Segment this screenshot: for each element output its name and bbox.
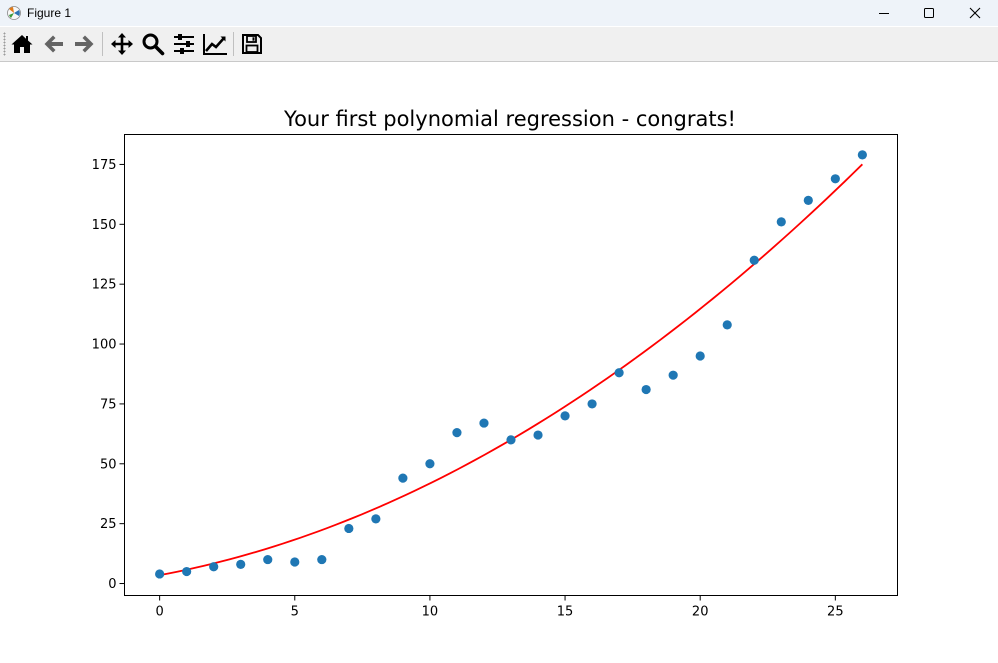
y-tick-label: 50 — [100, 457, 117, 472]
y-tick-label: 150 — [92, 218, 117, 233]
navigation-toolbar — [0, 27, 998, 62]
data-point — [830, 174, 840, 184]
zoom-button[interactable] — [139, 30, 167, 58]
data-point — [155, 569, 165, 579]
forward-button[interactable] — [70, 30, 98, 58]
data-point — [263, 554, 273, 565]
y-tick-label: 100 — [92, 338, 117, 353]
y-tick-label: 125 — [92, 278, 117, 293]
axes-content: 0 5 10 15 20 25 0 25 50 75 100 125 150 175 — [92, 150, 867, 620]
toolbar-grip[interactable] — [3, 32, 6, 56]
plot-figure: Your first polynomial regression - congr… — [92, 107, 898, 620]
data-point — [425, 459, 435, 469]
data-point — [236, 559, 246, 569]
data-point — [776, 217, 786, 227]
configure-subplots-button[interactable] — [170, 30, 198, 58]
edit-axes-button[interactable] — [201, 30, 229, 58]
data-point — [722, 320, 732, 330]
toolbar-separator — [233, 32, 234, 56]
save-button[interactable] — [238, 30, 266, 58]
back-button[interactable] — [40, 30, 68, 58]
minimize-button[interactable] — [861, 0, 907, 26]
regression-curve — [159, 163, 863, 577]
line-chart-icon — [203, 34, 227, 55]
x-tick-label: 0 — [155, 605, 163, 620]
x-tick-label: 5 — [291, 605, 299, 620]
home-icon — [11, 35, 33, 53]
matplotlib-icon — [7, 6, 21, 20]
data-point — [506, 435, 516, 445]
data-point — [290, 557, 300, 567]
arrow-right-icon — [75, 35, 94, 53]
data-point — [587, 399, 597, 409]
data-point — [668, 370, 678, 380]
figure-canvas[interactable]: Your first polynomial regression - congr… — [0, 62, 998, 659]
data-point — [344, 523, 354, 534]
x-tick-label: 20 — [692, 605, 709, 620]
magnifier-icon — [142, 33, 165, 56]
data-point — [803, 195, 813, 205]
y-tick-label: 75 — [100, 397, 117, 412]
x-tick-label: 15 — [557, 605, 574, 620]
data-point — [479, 418, 489, 428]
data-point — [182, 566, 192, 577]
move-icon — [111, 33, 133, 55]
x-tick-label: 10 — [422, 605, 439, 620]
close-button[interactable] — [952, 0, 998, 26]
chart-title: Your first polynomial regression - congr… — [283, 107, 736, 131]
data-point — [209, 562, 219, 572]
data-point — [560, 411, 570, 421]
arrow-left-icon — [44, 35, 63, 53]
close-icon — [969, 7, 981, 19]
maximize-icon — [924, 8, 934, 18]
data-point — [452, 428, 462, 438]
sliders-icon — [174, 34, 194, 54]
data-point — [398, 473, 408, 483]
data-point — [614, 368, 624, 378]
data-point — [533, 430, 543, 440]
pan-button[interactable] — [108, 30, 136, 58]
data-point — [695, 351, 705, 361]
data-point — [641, 384, 651, 395]
y-tick-label: 25 — [100, 517, 117, 532]
home-button[interactable] — [8, 30, 36, 58]
window-titlebar: Figure 1 — [0, 0, 998, 26]
floppy-disk-icon — [242, 34, 262, 54]
y-tick-label: 0 — [108, 577, 116, 592]
window-title: Figure 1 — [27, 6, 72, 20]
data-point — [371, 514, 381, 524]
y-tick-label: 175 — [92, 158, 117, 173]
minimize-icon — [879, 13, 889, 14]
axes-frame — [124, 134, 898, 596]
data-point — [749, 255, 759, 265]
maximize-button[interactable] — [906, 0, 952, 26]
data-point — [857, 150, 867, 160]
toolbar-separator — [102, 32, 103, 56]
x-tick-label: 25 — [827, 605, 844, 620]
data-point — [317, 554, 327, 565]
